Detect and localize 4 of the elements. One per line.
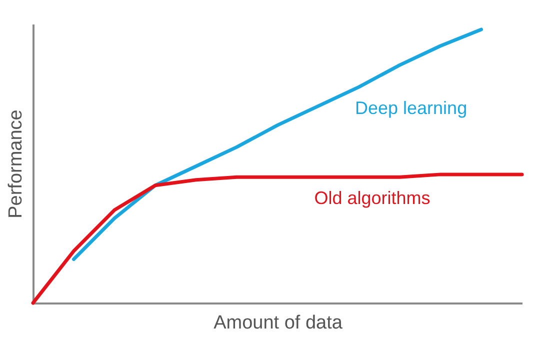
x-axis-title: Amount of data bbox=[214, 312, 343, 334]
y-axis-title: Performance bbox=[6, 110, 26, 218]
series-label: Old algorithms bbox=[314, 188, 430, 208]
series-label: Deep learning bbox=[355, 98, 468, 118]
